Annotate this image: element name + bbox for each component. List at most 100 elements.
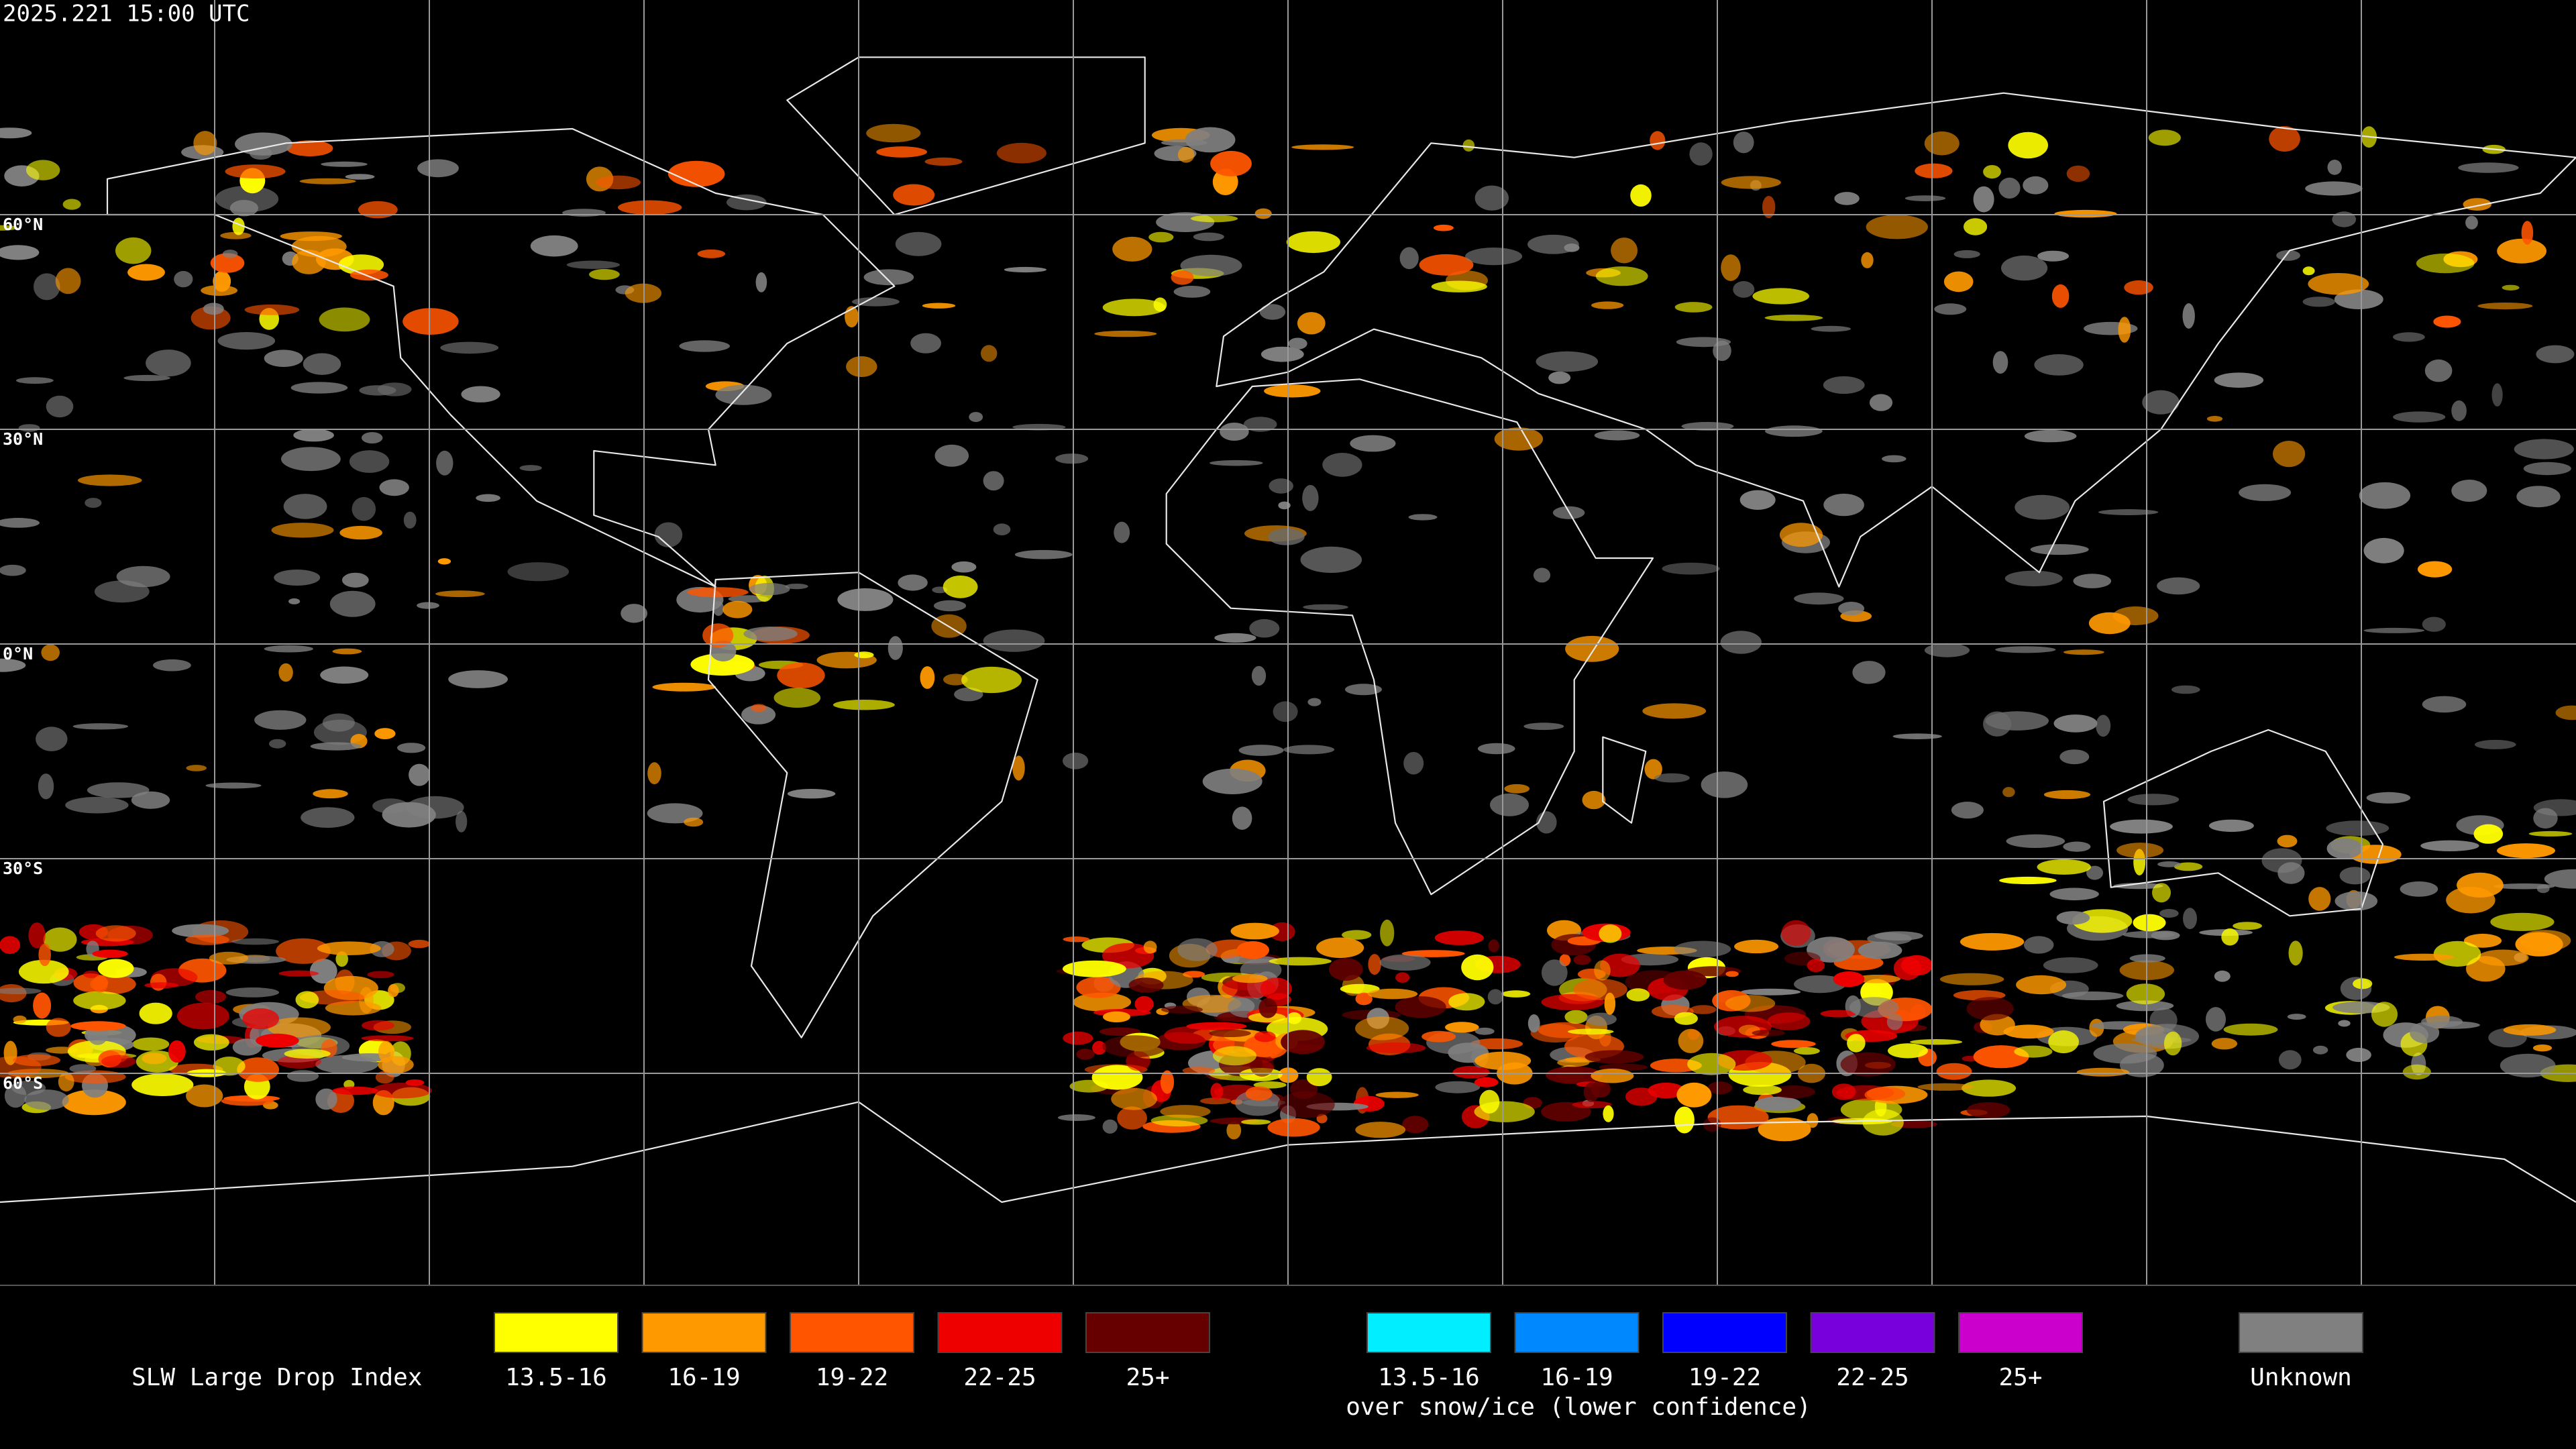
cloud-blob (981, 345, 998, 362)
cloud-blob (1533, 568, 1551, 583)
cloud-blob (2116, 1000, 2174, 1012)
cloud-blob (1160, 1070, 1175, 1094)
cloud-blob (2129, 954, 2165, 963)
cloud-blob (2338, 1020, 2351, 1027)
cloud-blob (1536, 351, 1599, 372)
cloud-blob (299, 178, 356, 184)
cloud-blob (1249, 619, 1280, 638)
cloud-blob (2004, 570, 2063, 586)
cloud-blob (2516, 486, 2561, 508)
cloud-blob (596, 175, 641, 190)
cloud-blob (993, 523, 1011, 535)
cloud-blob (562, 209, 606, 217)
cloud-blob (1477, 743, 1515, 755)
cloud-blob (1992, 351, 2008, 374)
cloud-blob (225, 164, 286, 179)
cloud-blob (367, 971, 394, 979)
cloud-blob (1983, 165, 2001, 179)
cloud-blob (1820, 1010, 1856, 1018)
cloud-blob (92, 949, 128, 959)
cloud-blob (1102, 1035, 1167, 1058)
cloud-blob (1962, 1079, 2017, 1097)
cloud-blob (2063, 649, 2104, 655)
cloud-blob (1408, 514, 1438, 521)
cloud-blob (2269, 125, 2300, 152)
cloud-blob (2308, 887, 2331, 911)
cloud-blob (755, 272, 767, 292)
cloud-blob (1568, 1028, 1614, 1035)
cloud-blob (1779, 523, 1823, 547)
cloud-blob (313, 789, 348, 799)
cloud-blob (315, 1088, 337, 1110)
cloud-blob (1375, 1091, 1419, 1098)
cloud-blob (2214, 970, 2231, 982)
cloud-blob (1681, 422, 1734, 431)
cloud-blob (2326, 820, 2390, 836)
cloud-blob (374, 728, 396, 739)
unknown-swatch (2239, 1312, 2363, 1353)
cloud-blob (19, 959, 69, 984)
cloud-blob (38, 773, 54, 800)
cloud-blob (652, 682, 716, 692)
cloud-blob (36, 727, 68, 751)
cloud-blob (293, 429, 334, 442)
snow-caption: over snow/ice (lower confidence) (1346, 1393, 1811, 1421)
cloud-blob (1403, 751, 1424, 775)
cloud-blob (1340, 983, 1380, 994)
cloud-blob (1866, 215, 1928, 239)
cloud-blob (46, 395, 74, 418)
cloud-blob (1102, 299, 1166, 317)
cloud-blob (2422, 616, 2446, 632)
cloud-blob (1733, 281, 1755, 298)
cloud-blob (1834, 192, 1860, 205)
latitude-label: 30°S (3, 859, 43, 878)
cloud-blob (1210, 150, 1252, 176)
cloud-blob (589, 269, 620, 280)
cloud-blob (2502, 284, 2520, 290)
cloud-blob (2096, 714, 2111, 737)
cloud-blob (2424, 359, 2453, 382)
cloud-blob (1663, 970, 1707, 990)
cloud-blob (345, 174, 375, 180)
cloud-blob (1854, 975, 1900, 983)
cloud-blob (1904, 195, 1946, 201)
cloud-blob (1202, 768, 1263, 794)
cloud-blob (41, 644, 60, 661)
cloud-blob (1380, 919, 1395, 947)
cloud-blob (1209, 1029, 1251, 1038)
cloud-blob (1143, 941, 1157, 954)
cloud-blob (1306, 1068, 1332, 1087)
cloud-blob (2497, 843, 2555, 859)
cloud-blob (1399, 247, 1419, 270)
cloud-blob (1148, 231, 1174, 243)
cloud-blob (2131, 1036, 2192, 1044)
cloud-blob (1277, 1091, 1335, 1118)
cloud-blob (1585, 1012, 1617, 1026)
cloud-blob (1674, 302, 1713, 313)
timestamp: 2025.221 15:00 UTC (3, 1, 250, 28)
cloud-blob (62, 199, 81, 210)
cloud-blob (242, 1008, 279, 1030)
cloud-blob (349, 450, 390, 473)
cloud-blob (213, 270, 231, 292)
cloud-blob (749, 583, 790, 596)
snow-swatch (1810, 1312, 1935, 1353)
cloud-blob (359, 385, 396, 396)
latitude-label: 0°N (3, 644, 33, 663)
cloud-blob (131, 791, 170, 809)
cloud-blob (618, 200, 682, 215)
cloud-blob (2053, 714, 2098, 733)
cloud-blob (1402, 1116, 1429, 1134)
cloud-blob (146, 350, 191, 377)
cloud-blob (2532, 1044, 2553, 1052)
cloud-blob (2491, 383, 2503, 407)
cloud-blob (2521, 221, 2534, 245)
cloud-blob (271, 523, 334, 538)
cloud-blob (687, 587, 749, 598)
cloud-blob (123, 374, 170, 382)
coastline (1602, 736, 1647, 824)
cloud-blob (922, 303, 956, 309)
cloud-blob (1264, 384, 1321, 398)
cloud-blob (2066, 165, 2090, 182)
cloud-blob (2493, 883, 2555, 890)
